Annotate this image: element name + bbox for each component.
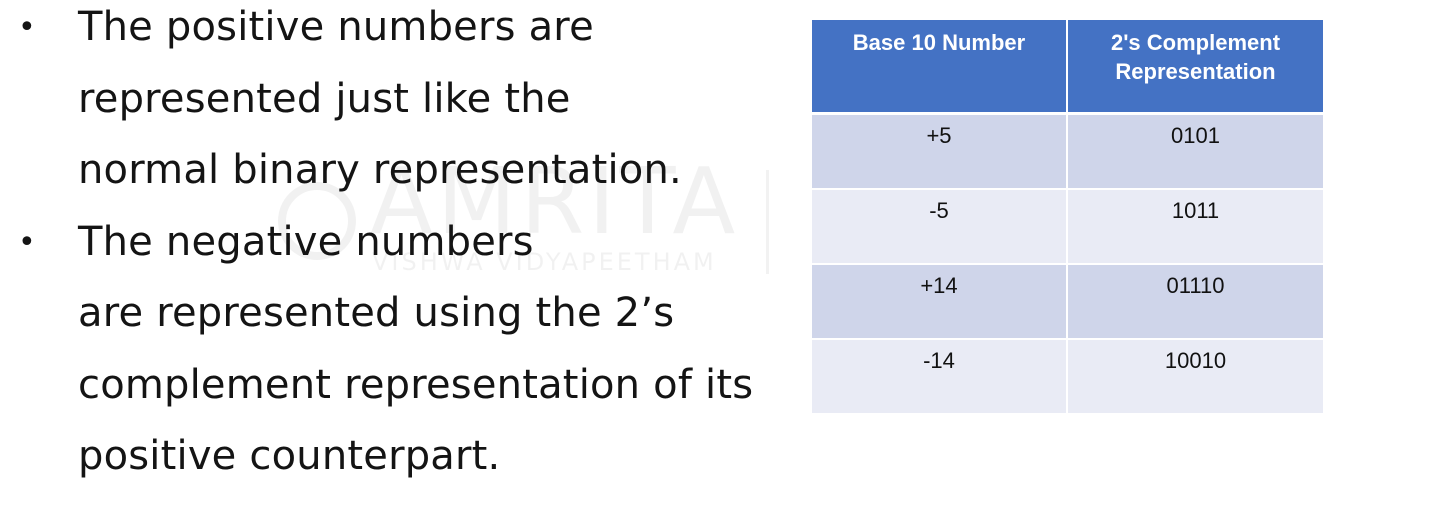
table-header-row: Base 10 Number 2's Complement Representa… — [812, 20, 1323, 115]
bullet-line: are represented using the 2’s — [78, 290, 675, 336]
table-row: +5 0101 — [812, 113, 1323, 190]
cell-base10: -14 — [812, 339, 1068, 415]
bullet-line: The positive numbers are — [78, 4, 594, 50]
bullet-line: The negative numbers — [78, 218, 534, 265]
complement-table-container: Base 10 Number 2's Complement Representa… — [812, 20, 1323, 415]
cell-base10: +5 — [812, 113, 1068, 190]
bullet-line: complement representation of its — [78, 361, 754, 408]
cell-twos-complement: 10010 — [1067, 339, 1323, 415]
table-row: +14 01110 — [812, 264, 1323, 340]
cell-twos-complement: 01110 — [1067, 264, 1323, 340]
cell-twos-complement: 1011 — [1067, 189, 1323, 265]
table-row: -14 10010 — [812, 339, 1323, 415]
cell-base10: -5 — [812, 189, 1068, 265]
bullet-line: represented just like the — [78, 75, 571, 122]
bullet-line: positive counterpart. — [78, 433, 501, 479]
bullet-list: • The positive numbers are represented j… — [0, 0, 800, 493]
header-twos-complement: 2's Complement Representation — [1067, 20, 1323, 115]
complement-table: Base 10 Number 2's Complement Representa… — [812, 20, 1323, 415]
table-row: -5 1011 — [812, 189, 1323, 265]
cell-twos-complement: 0101 — [1067, 113, 1323, 190]
header-base10: Base 10 Number — [812, 20, 1068, 115]
bullet-dot-icon: • — [18, 10, 36, 45]
bullet-item-positive: • The positive numbers are represented j… — [0, 0, 800, 207]
cell-base10: +14 — [812, 264, 1068, 340]
bullet-dot-icon: • — [18, 224, 36, 260]
bullet-item-negative: • The negative numbers are represented u… — [0, 207, 800, 493]
bullet-line: normal binary representation. — [78, 147, 682, 193]
